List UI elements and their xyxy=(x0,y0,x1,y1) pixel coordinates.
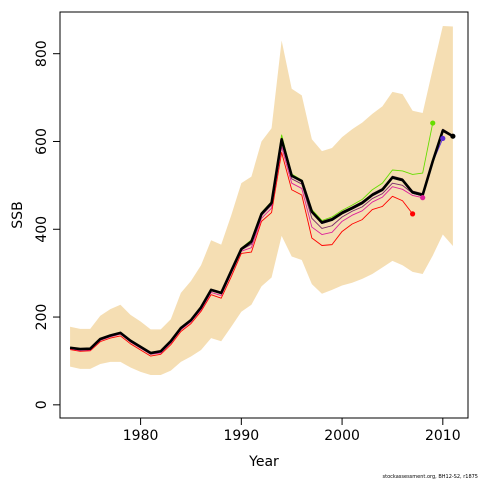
end-points-layer xyxy=(409,120,456,217)
credit-note: stockassessment.org, BH12-S2, r1875 xyxy=(383,474,478,480)
y-axis-title: SSB xyxy=(10,201,26,228)
x-tick-label: 1990 xyxy=(224,428,260,444)
confidence-band-layer xyxy=(70,26,453,375)
y-tick-label: 800 xyxy=(34,40,50,67)
y-tick-label: 600 xyxy=(34,128,50,155)
end-point-main xyxy=(450,133,456,139)
end-point-peel_5 xyxy=(430,120,436,126)
x-tick-label: 2000 xyxy=(324,428,360,444)
y-tick-label: 0 xyxy=(34,400,50,409)
x-axis-title: Year xyxy=(248,454,279,470)
end-point-peel_2 xyxy=(420,195,426,201)
series-line-peel_1 xyxy=(69,151,413,357)
x-tick-label: 1980 xyxy=(123,428,159,444)
end-point-peel_6 xyxy=(440,135,446,142)
y-tick-label: 200 xyxy=(34,304,50,331)
series-layer xyxy=(69,122,454,357)
end-point-peel_1 xyxy=(409,211,416,217)
axes-layer: 1980 1990 2000 2010 0 200 400 600 800 xyxy=(34,40,461,444)
series-line-main xyxy=(69,129,454,355)
confidence-band xyxy=(70,26,453,375)
y-tick-label: 400 xyxy=(34,216,50,243)
x-tick-label: 2010 xyxy=(425,428,461,444)
